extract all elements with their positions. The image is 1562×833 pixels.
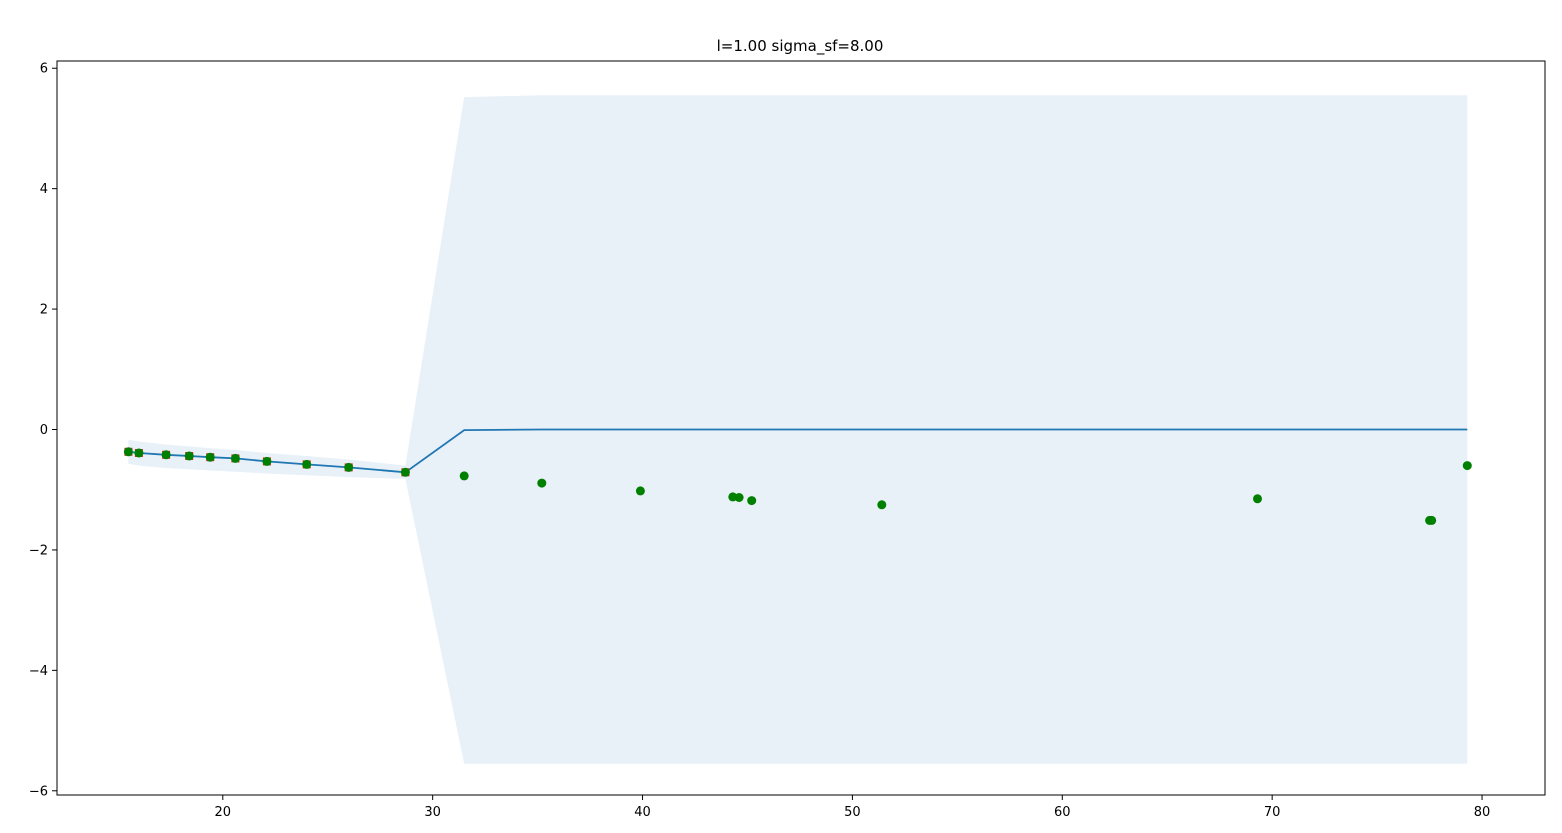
- observation-point: [1427, 515, 1437, 525]
- observation-point: [877, 500, 887, 510]
- x-axis: 20 30 40 50 60 70 80: [215, 795, 1491, 820]
- y-tick-label: −2: [29, 543, 48, 558]
- y-tick-label: 0: [40, 423, 48, 438]
- y-tick-label: 2: [40, 303, 48, 318]
- observation-point: [747, 496, 757, 506]
- observation-point: [400, 467, 410, 477]
- y-axis: −6 −4 −2 0 2 4 6: [29, 62, 57, 799]
- x-tick-label: 70: [1264, 805, 1281, 820]
- observation-point: [230, 453, 240, 463]
- observation-point: [161, 450, 171, 460]
- observation-point: [537, 478, 547, 488]
- y-tick-label: −6: [29, 784, 48, 799]
- plot-frame: [56, 60, 1546, 796]
- observation-point: [1462, 461, 1472, 471]
- observation-point: [344, 462, 354, 472]
- x-tick-label: 50: [844, 805, 861, 820]
- observation-point: [635, 486, 645, 496]
- x-tick-label: 30: [424, 805, 441, 820]
- observation-point: [205, 452, 215, 462]
- y-tick-label: −4: [29, 664, 48, 679]
- y-tick-label: 4: [40, 182, 48, 197]
- plot-area: [123, 95, 1472, 764]
- x-tick-label: 60: [1054, 805, 1071, 820]
- observation-point: [1253, 494, 1262, 504]
- x-tick-label: 80: [1474, 805, 1491, 820]
- chart-title: l=1.00 sigma_sf=8.00: [717, 37, 884, 56]
- x-tick-label: 40: [634, 805, 651, 820]
- observation-point: [134, 448, 144, 458]
- observation-point: [184, 451, 194, 461]
- observation-point: [302, 459, 312, 469]
- observation-point: [734, 493, 744, 502]
- observation-point: [123, 447, 133, 457]
- observation-point: [262, 456, 272, 466]
- observation-point: [459, 471, 469, 481]
- y-tick-label: 6: [40, 62, 48, 77]
- x-tick-label: 20: [215, 805, 232, 820]
